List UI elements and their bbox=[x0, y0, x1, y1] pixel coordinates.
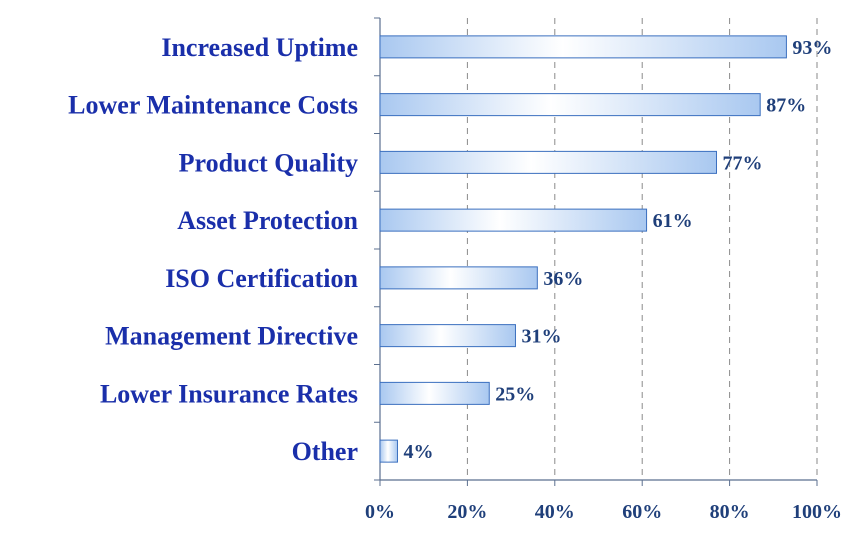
category-label: Lower Insurance Rates bbox=[100, 379, 358, 408]
value-label: 25% bbox=[495, 383, 535, 405]
x-tick-label: 40% bbox=[535, 501, 575, 523]
bars bbox=[379, 35, 787, 463]
gridlines bbox=[466, 18, 818, 480]
labels: 0% 20% 40% 60% 80% 100% Increased Uptime 93% Low… bbox=[68, 33, 842, 523]
category-label: Product Quality bbox=[179, 148, 358, 177]
category-label: Asset Protection bbox=[177, 206, 358, 235]
bar bbox=[379, 381, 490, 405]
bar bbox=[379, 150, 717, 174]
value-label: 36% bbox=[543, 268, 583, 290]
value-label: 87% bbox=[766, 95, 806, 117]
category-label: Lower Maintenance Costs bbox=[68, 91, 358, 120]
bar bbox=[379, 324, 516, 348]
value-label: 31% bbox=[521, 326, 561, 348]
x-tick-label: 0% bbox=[365, 501, 395, 523]
bar bbox=[379, 93, 761, 117]
axes bbox=[374, 17, 818, 486]
value-label: 93% bbox=[792, 37, 832, 59]
bar bbox=[379, 439, 398, 463]
x-tick-label: 60% bbox=[622, 501, 662, 523]
bar bbox=[379, 266, 538, 290]
category-label: Other bbox=[292, 437, 358, 466]
value-label: 61% bbox=[653, 210, 693, 232]
x-tick-label: 80% bbox=[710, 501, 750, 523]
bar bbox=[379, 35, 787, 59]
value-label: 4% bbox=[403, 441, 433, 463]
bar bbox=[379, 208, 648, 232]
category-label: Management Directive bbox=[105, 322, 358, 351]
category-label: Increased Uptime bbox=[161, 33, 358, 62]
value-label: 77% bbox=[722, 152, 762, 174]
x-tick-label: 20% bbox=[447, 501, 487, 523]
x-tick-label: 100% bbox=[792, 501, 842, 523]
category-label: ISO Certification bbox=[165, 264, 358, 293]
